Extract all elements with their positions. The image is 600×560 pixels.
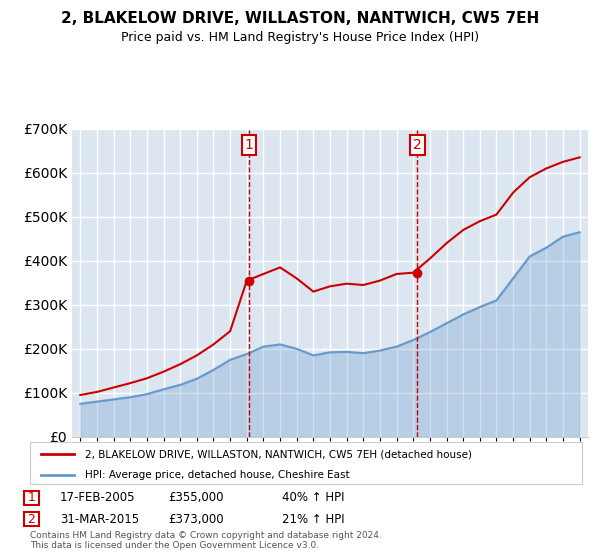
Text: 21% ↑ HPI: 21% ↑ HPI — [282, 512, 344, 526]
Text: Contains HM Land Registry data © Crown copyright and database right 2024.
This d: Contains HM Land Registry data © Crown c… — [30, 530, 382, 550]
Text: £355,000: £355,000 — [168, 491, 224, 505]
Text: 1: 1 — [244, 138, 253, 152]
Text: £373,000: £373,000 — [168, 512, 224, 526]
Text: 31-MAR-2015: 31-MAR-2015 — [60, 512, 139, 526]
Text: 2: 2 — [28, 512, 35, 526]
Text: 40% ↑ HPI: 40% ↑ HPI — [282, 491, 344, 505]
Text: 2, BLAKELOW DRIVE, WILLASTON, NANTWICH, CW5 7EH (detached house): 2, BLAKELOW DRIVE, WILLASTON, NANTWICH, … — [85, 449, 472, 459]
Text: 17-FEB-2005: 17-FEB-2005 — [60, 491, 136, 505]
Text: Price paid vs. HM Land Registry's House Price Index (HPI): Price paid vs. HM Land Registry's House … — [121, 31, 479, 44]
Text: 2, BLAKELOW DRIVE, WILLASTON, NANTWICH, CW5 7EH: 2, BLAKELOW DRIVE, WILLASTON, NANTWICH, … — [61, 11, 539, 26]
Text: HPI: Average price, detached house, Cheshire East: HPI: Average price, detached house, Ches… — [85, 470, 350, 480]
Text: 2: 2 — [413, 138, 422, 152]
Text: 1: 1 — [28, 491, 35, 505]
